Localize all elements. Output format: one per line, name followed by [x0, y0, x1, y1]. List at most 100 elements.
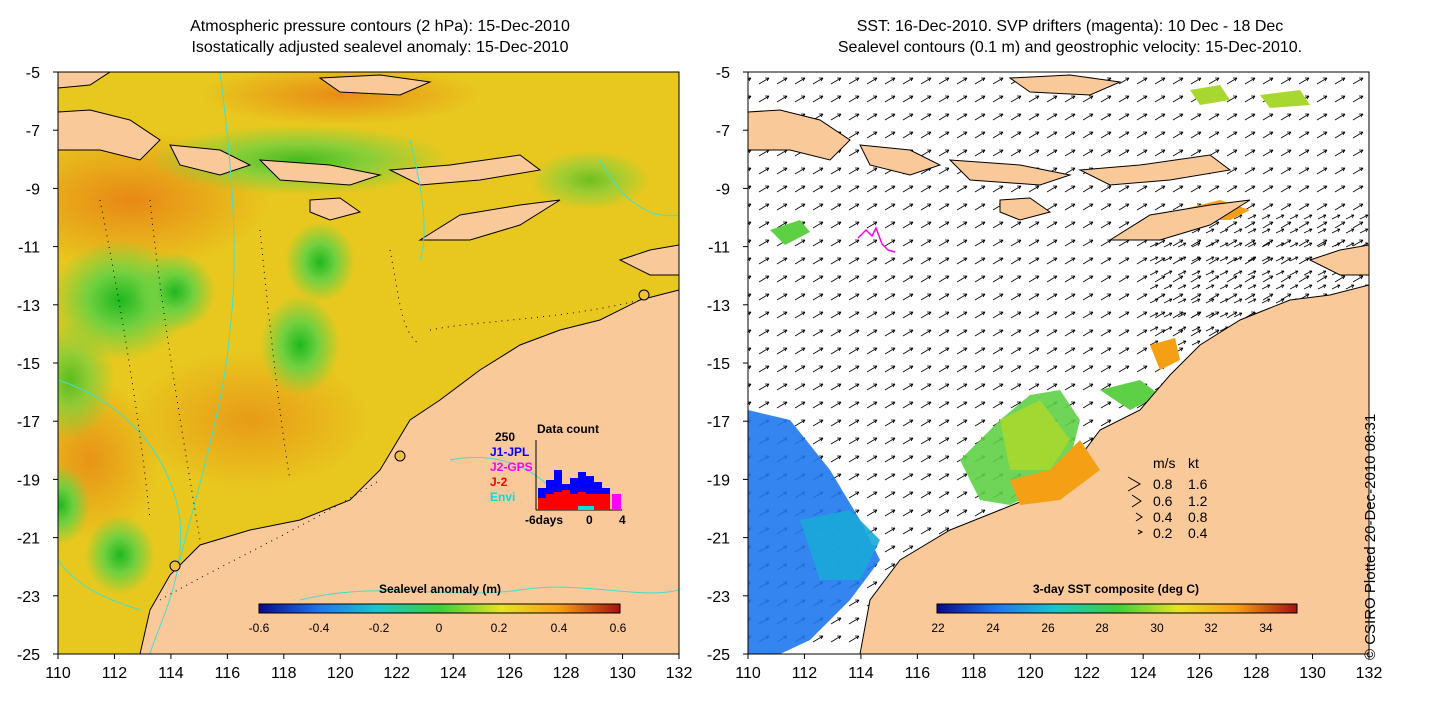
island [1078, 154, 1232, 186]
lon-tick-label: 116 [905, 665, 931, 682]
bar-j2 [538, 498, 546, 510]
sla-tick: -0.2 [369, 621, 390, 635]
arrow-0-4 [1135, 512, 1143, 522]
left-map [58, 72, 679, 654]
station-marker [394, 450, 406, 462]
lon-tick-label: 122 [383, 665, 410, 682]
lat-tick-label: -11 [18, 240, 40, 257]
sst-colorbar-gradient [936, 603, 1298, 614]
lat-tick-label: -5 [26, 65, 40, 82]
island [618, 244, 679, 276]
velocity-kt: 1.2 [1188, 493, 1208, 509]
credit-text: © CSIRO Plotted 20-Dec-2010 08:31 [1362, 413, 1379, 660]
sla-low-region [135, 252, 215, 332]
island [1008, 74, 1122, 96]
lon-tick-label: 110 [45, 665, 71, 682]
svp-drifter-track [857, 226, 896, 253]
legend-j2-gps: J2-GPS [490, 460, 533, 474]
lon-tick-label: 118 [961, 665, 987, 682]
bar-j2 [578, 492, 586, 510]
bar-j2 [594, 494, 602, 510]
lon-tick-label: 114 [158, 665, 184, 682]
right-map [748, 72, 1369, 654]
lat-tick-label: -21 [17, 531, 40, 548]
bar-j1 [578, 472, 586, 510]
java-island [58, 109, 161, 161]
lat-tick-label: -21 [707, 531, 730, 548]
lon-tick-label: 132 [666, 665, 693, 682]
lat-tick-label: -15 [707, 356, 730, 373]
sla-low-region [260, 295, 340, 395]
sst-warm-patch [770, 220, 810, 245]
sla-colorbar-label: Sealevel anomaly (m) [379, 582, 501, 596]
pressure-contours [58, 72, 679, 654]
velocity-kt: 0.4 [1188, 525, 1208, 541]
lat-tick-label: -9 [26, 181, 40, 198]
lat-tick-label: -17 [17, 414, 40, 431]
lon-tick-label: 112 [102, 665, 128, 682]
bar-j2 [562, 490, 570, 510]
velocity-ms: 0.2 [1153, 525, 1173, 541]
lon-tick-label: 128 [553, 665, 580, 682]
right-panel-title: SST: 16-Dec-2010. SVP drifters (magenta)… [730, 16, 1410, 58]
legend-j2: J-2 [490, 475, 508, 489]
lat-tick-label: -23 [707, 589, 730, 606]
lat-tick-label: -5 [716, 65, 730, 82]
lat-tick-label: -7 [716, 123, 730, 140]
velocity-ms: 0.8 [1153, 476, 1173, 492]
lon-tick-label: 126 [496, 665, 523, 682]
lon-tick-label: 130 [1299, 665, 1326, 682]
velocity-header-kt: kt [1188, 455, 1199, 471]
inset-tick-start: -6days [525, 513, 563, 527]
lat-tick-label: -19 [707, 472, 730, 489]
island [318, 74, 432, 96]
data-count-inset: Data count 250 J1-JPL J2-GPS J-2 Envi [490, 422, 626, 527]
lon-tick-label: 120 [327, 665, 354, 682]
lon-tick-label: 130 [609, 665, 636, 682]
bar-j1 [586, 476, 594, 510]
sealevel-dotted-contours [99, 199, 641, 601]
arrow-0-6 [1131, 494, 1142, 508]
lon-tick-label: 116 [215, 665, 241, 682]
sla-low-region [85, 515, 155, 595]
island [859, 144, 942, 176]
lat-tick-label: -13 [707, 298, 730, 315]
sst-tick: 34 [1259, 621, 1273, 635]
legend-envi: Envi [490, 490, 515, 504]
sla-low-region [58, 320, 115, 440]
java-island [748, 109, 851, 161]
sumba-island [309, 197, 362, 221]
australia-land [139, 289, 679, 654]
sla-low-region [150, 125, 450, 195]
lon-tick-label: 132 [1356, 665, 1383, 682]
lon-tick-label: 114 [848, 665, 874, 682]
sla-low-region [58, 465, 90, 545]
lat-tick-label: -17 [707, 414, 730, 431]
sst-tick: 24 [986, 621, 1000, 635]
lon-tick-label: 120 [1017, 665, 1044, 682]
left-title-line2: Isostatically adjusted sealevel anomaly:… [191, 39, 569, 56]
arrow-0-2 [1137, 529, 1144, 535]
island [948, 159, 1072, 186]
sla-tick: -0.4 [309, 621, 330, 635]
sla-low-region [530, 150, 650, 210]
lat-tick-label: -23 [17, 589, 40, 606]
inset-bars [538, 470, 621, 510]
island [258, 159, 382, 186]
sst-warm-patch [1260, 90, 1310, 108]
lon-tick-label: 112 [792, 665, 818, 682]
bar-j2-gps [612, 494, 621, 510]
left-panel-title: Atmospheric pressure contours (2 hPa): 1… [40, 16, 720, 58]
right-title-line1: SST: 16-Dec-2010. SVP drifters (magenta)… [856, 18, 1284, 35]
bar-j1 [554, 470, 562, 510]
inset-max-label: 250 [495, 430, 515, 444]
island [58, 72, 111, 89]
bar-j2 [586, 494, 594, 510]
sst-tick: 26 [1041, 621, 1055, 635]
arrow-0-8 [1127, 476, 1141, 492]
sst-warm-patch [1190, 85, 1230, 105]
lon-tick-label: 126 [1186, 665, 1213, 682]
lon-tick-label: 110 [735, 665, 761, 682]
sla-tick: 0.2 [491, 621, 508, 635]
lon-tick-label: 118 [271, 665, 297, 682]
